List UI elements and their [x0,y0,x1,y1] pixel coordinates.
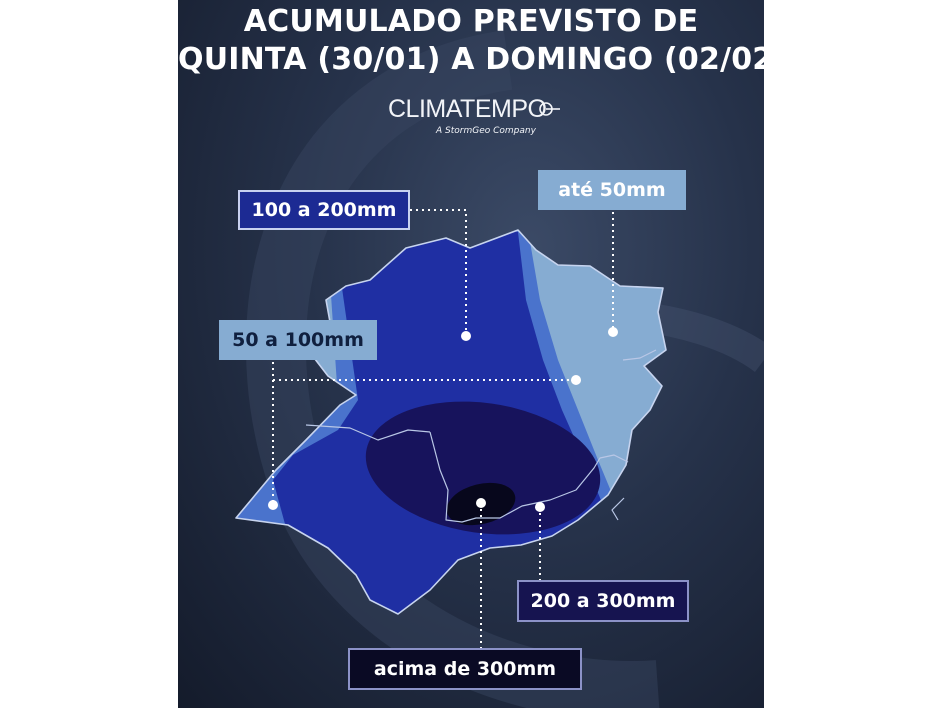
label-ate-50mm: até 50mm [538,170,686,210]
forecast-poster: ACUMULADO PREVISTO DE QUINTA (30/01) A D… [178,0,764,708]
label-acima-300mm: acima de 300mm [348,648,582,690]
label-100-200mm: 100 a 200mm [238,190,410,230]
marker-50-100mm-west [268,500,278,510]
marker-ate-50mm [608,327,618,337]
marker-acima-300mm [476,498,486,508]
brand-tagline: A StormGeo Company [436,126,536,136]
marker-100-200mm [461,331,471,341]
marker-200-300mm [535,502,545,512]
state-borders [305,349,657,523]
marker-50-100mm-east [571,375,581,385]
climatempo-logo: CLIMATEMPO A StormGeo Company [388,95,560,136]
leader-lines [272,200,614,652]
brand-name: CLIMATEMPO [388,95,547,123]
label-50-100mm: 50 a 100mm [219,320,377,360]
zone-markers [268,327,618,512]
label-200-300mm: 200 a 300mm [517,580,689,622]
precipitation-map [235,200,667,652]
title-line-2: QUINTA (30/01) A DOMINGO (02/02) [178,42,764,77]
title-line-1: ACUMULADO PREVISTO DE [243,4,699,39]
brand-circle-mark-icon [539,102,560,116]
